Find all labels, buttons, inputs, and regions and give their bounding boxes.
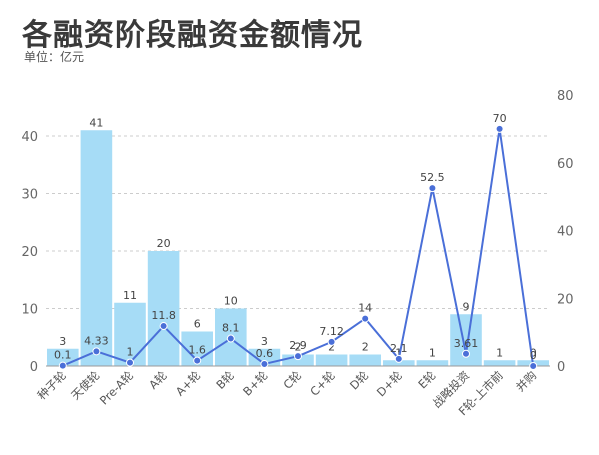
bar bbox=[80, 130, 113, 366]
bar bbox=[349, 354, 381, 366]
x-tick-label: A+轮 bbox=[173, 368, 204, 399]
bar bbox=[383, 360, 415, 366]
line-point bbox=[394, 354, 403, 363]
bar-data-label: 2 bbox=[328, 341, 335, 354]
y-right-tick-label: 20 bbox=[557, 292, 574, 307]
x-tick-label: 种子轮 bbox=[35, 368, 70, 403]
line-data-label: 4.33 bbox=[84, 334, 109, 347]
y-left-tick-label: 40 bbox=[21, 130, 38, 145]
line-data-label: 14 bbox=[358, 302, 372, 315]
x-tick-label: C+轮 bbox=[307, 368, 338, 399]
line-data-label: 3.61 bbox=[454, 337, 479, 350]
line-data-label: 8.1 bbox=[222, 322, 240, 335]
line-data-label: 1.6 bbox=[188, 344, 206, 357]
bar-data-label: 3 bbox=[261, 335, 268, 348]
bar bbox=[315, 354, 348, 366]
line-point bbox=[327, 337, 336, 346]
line-point bbox=[428, 184, 437, 193]
line-data-label: 0.1 bbox=[54, 349, 72, 362]
line-point bbox=[529, 362, 538, 370]
line-data-label: 0.6 bbox=[256, 347, 274, 360]
y-right-tick-label: 40 bbox=[557, 225, 574, 240]
bar-data-label: 10 bbox=[224, 295, 238, 308]
line-point bbox=[495, 124, 504, 133]
line-data-label: 70 bbox=[493, 112, 507, 125]
bar-data-label: 2 bbox=[295, 341, 302, 354]
line-data-label: 52.5 bbox=[420, 171, 445, 184]
line-point bbox=[462, 349, 470, 358]
y-right-tick-label: 0 bbox=[557, 360, 565, 375]
line-point bbox=[294, 352, 302, 361]
y-left-tick-label: 10 bbox=[21, 303, 38, 318]
bar bbox=[282, 354, 314, 366]
line-point bbox=[193, 356, 202, 365]
bar-data-label: 1 bbox=[395, 346, 402, 359]
x-tick-label: D轮 bbox=[347, 368, 372, 393]
x-tick-label: 并购 bbox=[513, 368, 539, 394]
bar-data-label: 9 bbox=[463, 300, 470, 313]
x-tick-label: A轮 bbox=[146, 368, 170, 392]
bar-data-label: 41 bbox=[89, 116, 103, 129]
bar bbox=[416, 360, 449, 366]
bar bbox=[483, 360, 516, 366]
bar-data-label: 1 bbox=[496, 346, 503, 359]
bar bbox=[114, 302, 146, 366]
line-point bbox=[126, 358, 134, 367]
bar-data-label: 20 bbox=[157, 237, 171, 250]
y-left-tick-label: 0 bbox=[30, 360, 38, 375]
line-data-label: 2.1 bbox=[390, 342, 408, 355]
bar-data-label: 3 bbox=[59, 335, 66, 348]
x-tick-label: B+轮 bbox=[240, 368, 271, 399]
bar-data-label: 1 bbox=[429, 346, 436, 359]
line-point bbox=[92, 347, 101, 356]
line-data-label: 2.9 bbox=[289, 339, 307, 352]
y-right-tick-label: 60 bbox=[557, 157, 574, 172]
bar-data-label: 2 bbox=[362, 341, 369, 354]
chart-unit-label: 单位：亿元 bbox=[24, 50, 85, 64]
line-data-label: 0 bbox=[530, 349, 537, 362]
line-point bbox=[260, 359, 269, 368]
x-tick-label: E轮 bbox=[415, 368, 439, 392]
y-right-tick-label: 80 bbox=[557, 89, 574, 104]
line-data-label: 7.12 bbox=[319, 325, 344, 338]
line-point bbox=[159, 322, 168, 331]
line-data-label: 1 bbox=[127, 346, 134, 359]
y-left-tick-label: 20 bbox=[21, 245, 38, 260]
bar-data-label: 0 bbox=[530, 346, 537, 359]
x-tick-label: C轮 bbox=[280, 368, 304, 392]
x-tick-label: B轮 bbox=[213, 368, 237, 392]
bar-data-label: 6 bbox=[194, 318, 201, 331]
line-point bbox=[361, 314, 370, 323]
line-point bbox=[226, 334, 235, 343]
line-data-label: 11.8 bbox=[151, 309, 176, 322]
line-point bbox=[58, 361, 67, 370]
x-tick-label: D+轮 bbox=[374, 368, 405, 399]
chart-title: 各融资阶段融资金额情况 bbox=[22, 18, 363, 53]
bar bbox=[147, 251, 180, 366]
y-left-tick-label: 30 bbox=[21, 188, 38, 203]
x-tick-label: Pre-A轮 bbox=[97, 368, 137, 408]
bar-data-label: 11 bbox=[123, 289, 137, 302]
